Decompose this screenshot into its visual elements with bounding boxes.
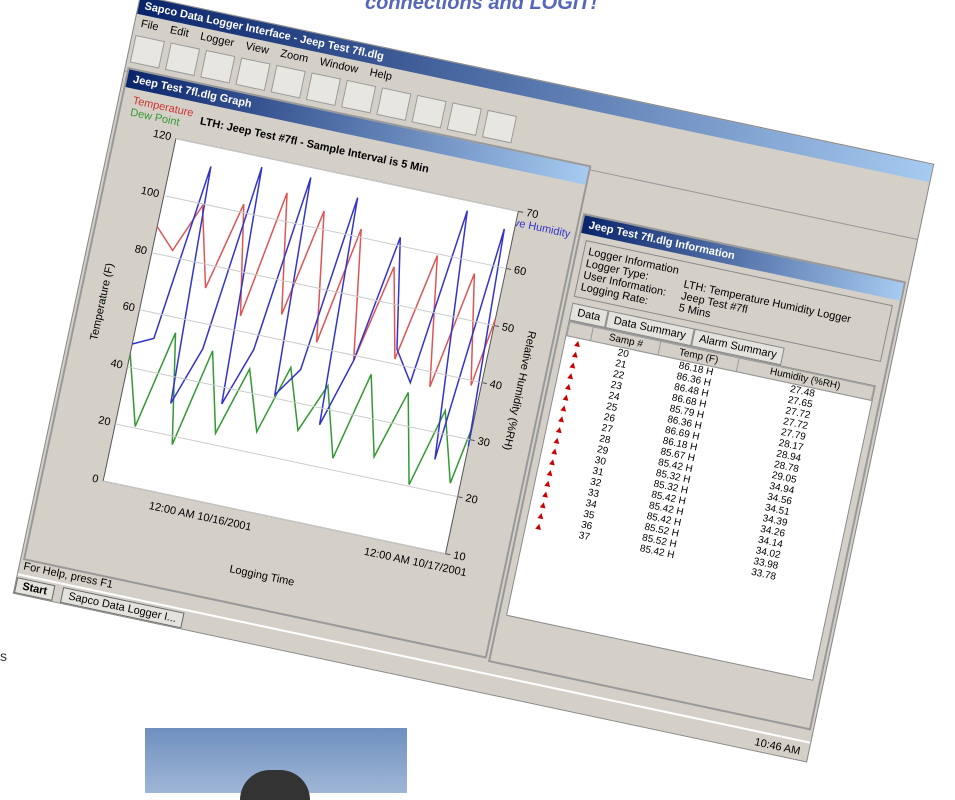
tool-button[interactable]: [446, 102, 482, 136]
app-window: Sapco Data Logger Interface - Jeep Test …: [12, 0, 935, 763]
menu-item[interactable]: Logger: [199, 30, 236, 50]
tool-button[interactable]: [376, 87, 412, 121]
graph: Temperature Dew Point Relative Humidity …: [88, 95, 572, 589]
grid-line: [151, 252, 495, 326]
y2-tick-label: 40: [488, 378, 502, 392]
start-button[interactable]: Start: [13, 577, 56, 601]
page-heading: connections and LOGIT!: [365, 0, 598, 14]
tick-mark: [469, 439, 475, 442]
graph-window: Jeep Test 7fl.dlg Graph Temperature Dew …: [22, 67, 592, 659]
y-tick-label: 40: [109, 357, 123, 371]
grid-line: [175, 138, 519, 212]
grid-line: [115, 423, 458, 498]
open-button[interactable]: [129, 34, 165, 69]
grid-line: [163, 195, 507, 269]
photo: [145, 728, 407, 800]
tool-button[interactable]: [305, 72, 342, 107]
tick-mark: [506, 267, 512, 270]
tool-button[interactable]: [235, 57, 271, 92]
tool-button[interactable]: [341, 79, 377, 114]
y-axis-label: Temperature (F): [88, 262, 116, 342]
y2-axis-label: Relative Humidity (%RH): [501, 330, 538, 451]
menu-item[interactable]: Zoom: [279, 47, 310, 66]
menu-item[interactable]: File: [139, 17, 160, 34]
y-tick-label: 0: [91, 473, 99, 486]
y-tick-label: 60: [121, 300, 135, 314]
tick-mark: [457, 496, 463, 499]
temperature-trace: [156, 192, 497, 388]
tick-mark: [493, 325, 500, 328]
x-axis-label: Logging Time: [228, 563, 295, 588]
x-tick-label: 12:00 AM 10/17/2001: [363, 546, 468, 579]
grid-line: [127, 366, 470, 441]
clock: 10:46 AM: [753, 736, 802, 758]
y-tick-label: 80: [134, 243, 148, 257]
house: [240, 770, 310, 800]
y-tick-label: 100: [140, 185, 160, 201]
grid-line: [103, 480, 446, 555]
tool-button[interactable]: [270, 64, 306, 99]
data-table: Samp # Temp (F) Humidity (%RH) ▲ 20 86.18 H 27…: [505, 320, 876, 681]
info-button[interactable]: [200, 49, 236, 84]
y2-tick-label: 10: [452, 549, 466, 563]
humidity-trace: [132, 166, 506, 460]
grid-line: [139, 309, 482, 384]
text-fragment: s: [0, 648, 7, 664]
tool-button[interactable]: [481, 109, 518, 144]
y2-tick-label: 60: [513, 264, 527, 278]
menu-item[interactable]: Edit: [168, 24, 190, 40]
y2-tick-label: 20: [464, 492, 478, 506]
y2-tick-label: 30: [476, 435, 490, 449]
tick-mark: [445, 553, 451, 556]
dew-point-trace: [129, 332, 474, 485]
tick-mark: [481, 382, 487, 385]
tool-button[interactable]: [411, 94, 447, 129]
menu-item[interactable]: Help: [368, 66, 394, 84]
save-button[interactable]: [164, 42, 201, 77]
y-tick-label: 20: [97, 414, 111, 428]
y2-tick-label: 70: [525, 207, 539, 221]
tick-mark: [518, 210, 524, 213]
y-tick-label: 120: [152, 128, 172, 144]
menu-item[interactable]: View: [244, 40, 271, 57]
y2-tick-label: 50: [501, 321, 515, 335]
